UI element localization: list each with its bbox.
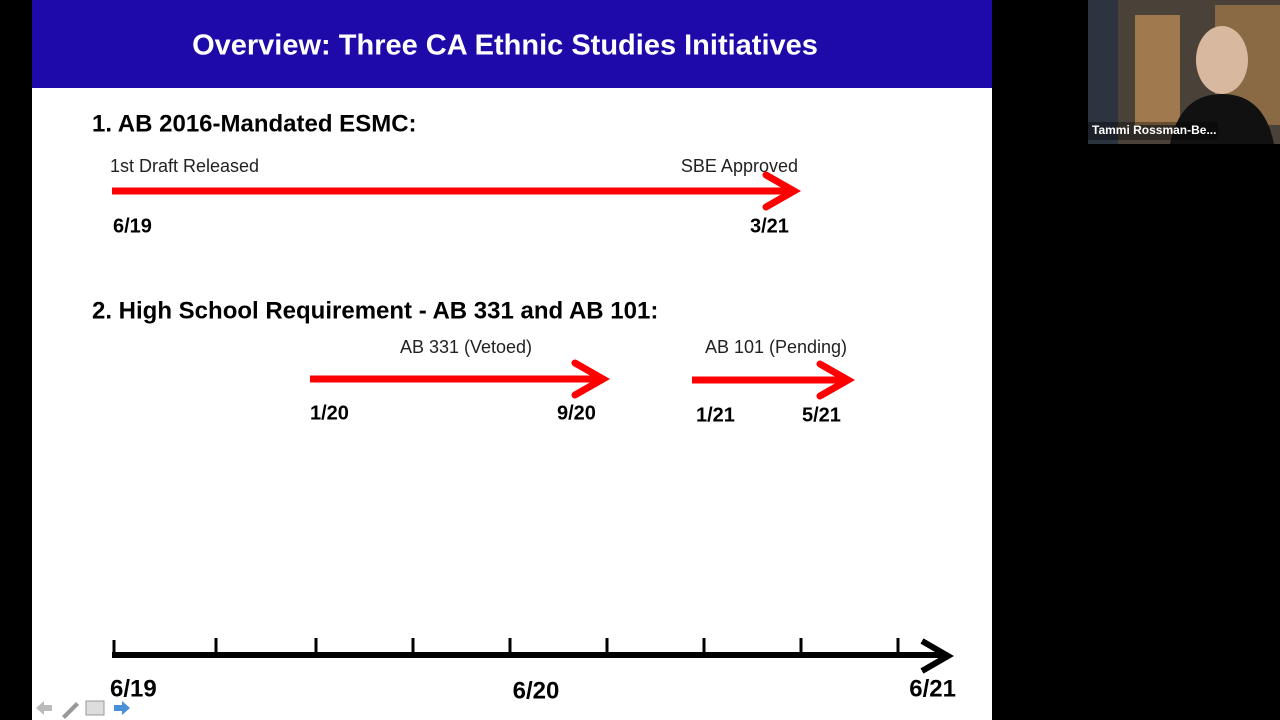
timeline-label: 6/21 bbox=[909, 675, 956, 702]
bill-start: 1/20 bbox=[310, 402, 349, 424]
prev-button[interactable] bbox=[36, 701, 52, 715]
next-button[interactable] bbox=[114, 701, 130, 715]
menu-button[interactable] bbox=[85, 700, 105, 716]
section-heading: 1. AB 2016-Mandated ESMC: bbox=[92, 110, 417, 137]
event-label: SBE Approved bbox=[681, 156, 798, 176]
red-arrow bbox=[112, 171, 802, 211]
participant-video: Tammi Rossman-Be... bbox=[1088, 0, 1280, 144]
section-heading: 2. High School Requirement - AB 331 and … bbox=[92, 297, 658, 324]
bill-start: 1/21 bbox=[696, 404, 735, 426]
event-label: 1st Draft Released bbox=[110, 156, 259, 176]
event-date: 3/21 bbox=[750, 215, 789, 237]
pen-button[interactable] bbox=[62, 702, 79, 719]
bill-label: AB 331 (Vetoed) bbox=[400, 337, 532, 357]
timeline-ticks bbox=[112, 638, 900, 655]
slide-controls[interactable] bbox=[36, 700, 130, 719]
red-arrow bbox=[692, 360, 856, 400]
bill-label: AB 101 (Pending) bbox=[705, 337, 847, 357]
bill-end: 5/21 bbox=[802, 404, 841, 426]
timeline-label: 6/19 bbox=[110, 675, 157, 702]
title-bar bbox=[32, 0, 992, 88]
bill-end: 9/20 bbox=[557, 402, 596, 424]
red-arrow bbox=[310, 359, 611, 399]
event-date: 6/19 bbox=[113, 215, 152, 237]
slide-title: Overview: Three CA Ethnic Studies Initia… bbox=[192, 30, 818, 62]
timeline-label: 6/20 bbox=[513, 677, 560, 704]
timeline-axis bbox=[112, 638, 955, 674]
participant-name: Tammi Rossman-Be... bbox=[1092, 123, 1216, 137]
slide bbox=[32, 0, 992, 720]
